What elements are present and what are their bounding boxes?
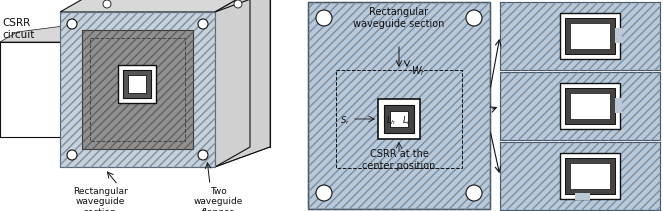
- Bar: [123, 70, 151, 98]
- Circle shape: [103, 0, 111, 8]
- Bar: [118, 65, 156, 103]
- Bar: [384, 105, 414, 133]
- Text: $W_r$: $W_r$: [411, 64, 426, 78]
- Polygon shape: [215, 0, 250, 167]
- Bar: [500, 2, 660, 70]
- Bar: [90, 38, 185, 141]
- Bar: [575, 193, 590, 200]
- Circle shape: [67, 150, 77, 160]
- Text: Rectangular
waveguide
section: Rectangular waveguide section: [73, 187, 127, 211]
- Bar: [500, 72, 660, 140]
- Bar: [500, 142, 660, 210]
- Bar: [500, 2, 660, 70]
- Bar: [336, 70, 462, 168]
- Circle shape: [67, 19, 77, 29]
- Text: $L_h$: $L_h$: [386, 115, 396, 127]
- Bar: [570, 93, 610, 119]
- Bar: [565, 88, 615, 124]
- Circle shape: [316, 10, 332, 26]
- Bar: [128, 75, 146, 93]
- Bar: [560, 13, 620, 59]
- Circle shape: [466, 10, 482, 26]
- Bar: [565, 158, 615, 194]
- Circle shape: [234, 0, 242, 8]
- Bar: [308, 2, 490, 209]
- Circle shape: [466, 185, 482, 201]
- Polygon shape: [60, 0, 250, 12]
- Bar: [615, 98, 622, 113]
- Circle shape: [198, 150, 208, 160]
- Text: CSRR at the
center position: CSRR at the center position: [362, 149, 436, 171]
- Circle shape: [316, 185, 332, 201]
- Bar: [390, 111, 408, 127]
- Bar: [565, 18, 615, 54]
- Bar: [570, 23, 610, 49]
- Bar: [560, 153, 620, 199]
- Bar: [560, 83, 620, 129]
- Text: $S_r$: $S_r$: [340, 115, 350, 127]
- Polygon shape: [60, 12, 215, 167]
- Text: Two
waveguide
flanges: Two waveguide flanges: [194, 187, 243, 211]
- Bar: [570, 163, 610, 189]
- Bar: [500, 142, 660, 210]
- Text: $L_r$: $L_r$: [402, 115, 411, 127]
- Bar: [378, 99, 420, 139]
- Bar: [308, 2, 490, 209]
- Bar: [500, 72, 660, 140]
- Text: Rectangular
waveguide section: Rectangular waveguide section: [353, 7, 445, 29]
- Text: CSRR
circuit: CSRR circuit: [2, 18, 34, 40]
- Bar: [615, 28, 622, 43]
- Circle shape: [198, 19, 208, 29]
- Polygon shape: [82, 30, 193, 149]
- Polygon shape: [0, 22, 95, 42]
- Polygon shape: [215, 0, 270, 167]
